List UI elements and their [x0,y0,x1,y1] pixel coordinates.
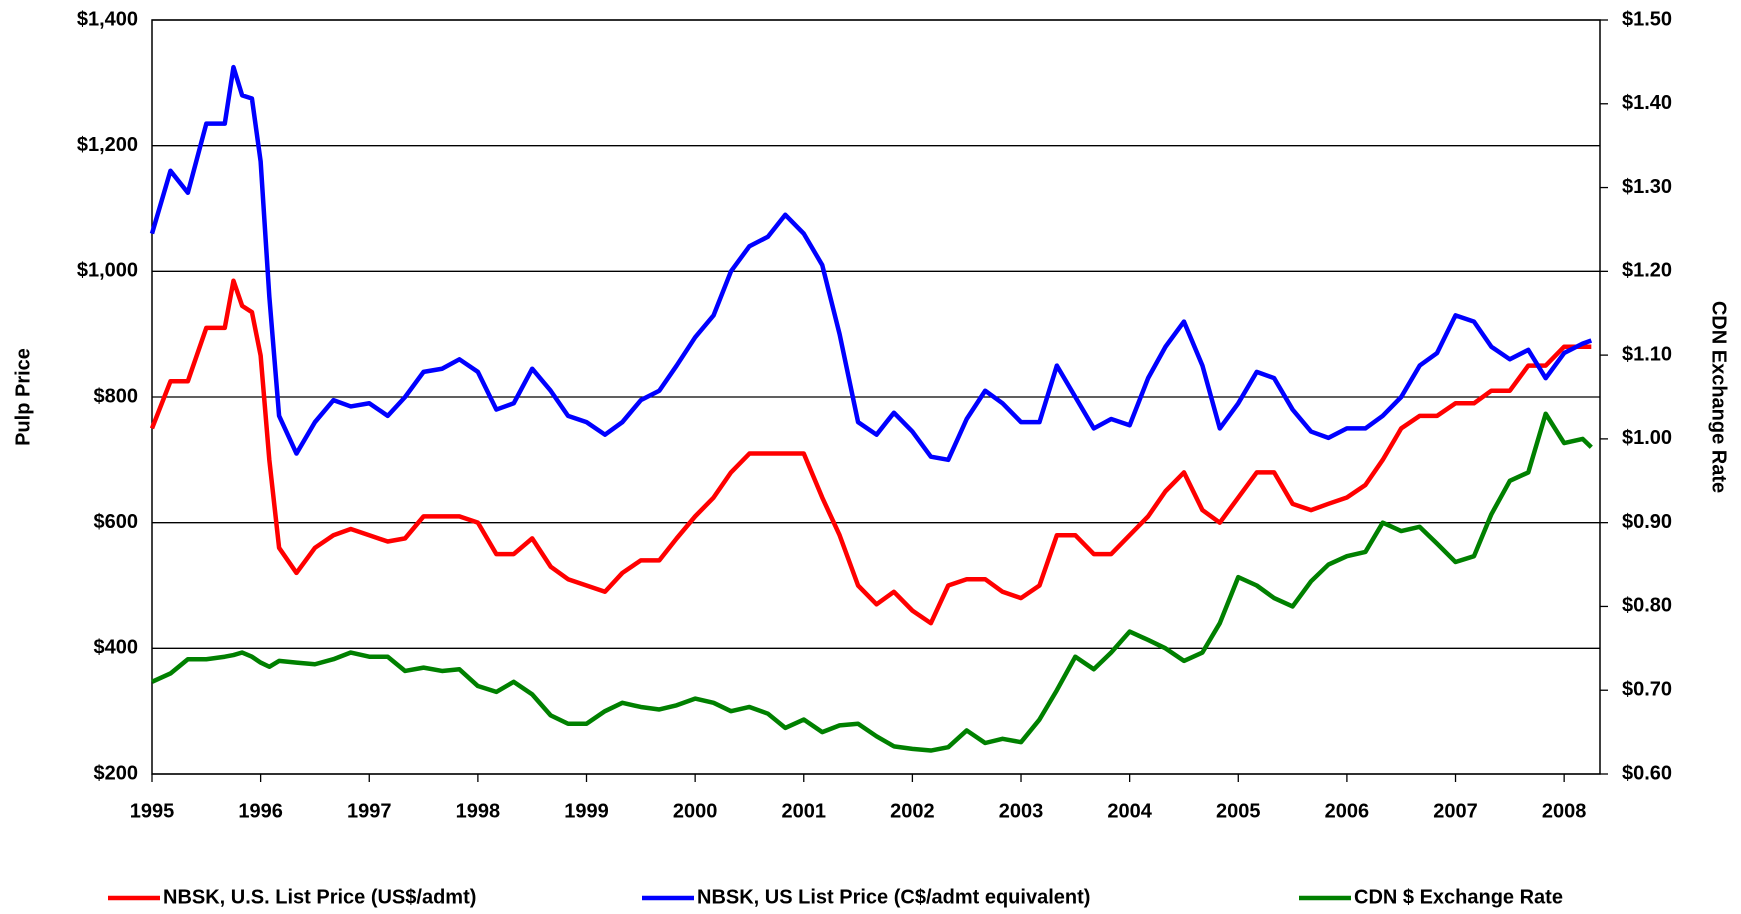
legend-label: NBSK, US List Price (C$/admt equivalent) [697,886,1090,908]
y-tick-label: $1,200 [77,134,138,156]
x-tick-label: 2007 [1433,800,1478,822]
y-axis-title: Pulp Price [12,348,34,446]
x-tick-label: 2008 [1542,800,1587,822]
y2-tick-label: $0.70 [1622,679,1672,701]
y2-tick-label: $0.90 [1622,511,1672,533]
x-tick-label: 2004 [1107,800,1152,822]
y-tick-label: $400 [94,637,139,659]
x-tick-label: 2000 [673,800,718,822]
series-line [149,278,1592,626]
x-tick-label: 2005 [1216,800,1261,822]
x-tick-label: 1998 [456,800,501,822]
y-tick-label: $800 [94,385,139,407]
y2-tick-label: $1.10 [1622,343,1672,365]
x-tick-label: 1999 [564,800,609,822]
y-tick-label: $1,400 [77,8,138,30]
legend-label: CDN $ Exchange Rate [1354,886,1563,908]
series-line [151,411,1593,753]
x-tick-label: 2002 [890,800,935,822]
y2-tick-label: $1.30 [1622,176,1672,198]
y-tick-label: $200 [94,762,139,784]
y2-tick-label: $1.40 [1622,92,1672,114]
x-tick-label: 2006 [1325,800,1370,822]
x-tick-label: 1997 [347,800,392,822]
x-tick-label: 1996 [238,800,283,822]
y-tick-label: $1,000 [77,260,138,282]
y2-tick-label: $0.80 [1622,595,1672,617]
x-tick-label: 2001 [782,800,827,822]
legend-label: NBSK, U.S. List Price (US$/admt) [163,886,476,908]
y2-tick-label: $0.60 [1622,762,1672,784]
x-tick-label: 1995 [130,800,175,822]
y-tick-label: $600 [94,511,139,533]
y2-axis-title: CDN Exchange Rate [1708,301,1730,493]
series-line [149,64,1593,463]
y2-tick-label: $1.20 [1622,260,1672,282]
x-tick-label: 2003 [999,800,1044,822]
plot-border [151,19,1601,775]
y2-tick-label: $1.00 [1622,427,1672,449]
y2-tick-label: $1.50 [1622,8,1672,30]
